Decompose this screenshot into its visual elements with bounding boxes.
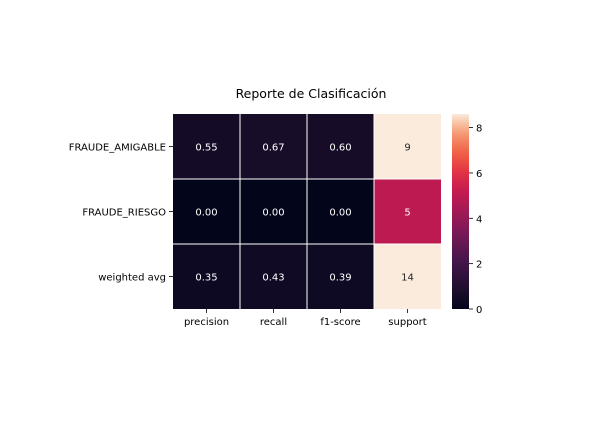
cell-value-label-r2-c2: 0.39 <box>329 273 351 284</box>
heatmap-cell-r2-c3 <box>374 244 441 309</box>
cell-value-label-r0-c2: 0.60 <box>329 143 351 154</box>
cell-value-label-r1-c0: 0.00 <box>195 208 217 219</box>
colorbar-tick-label-4: 8 <box>476 124 482 135</box>
heatmap-cell-r0-c1 <box>240 114 307 179</box>
heatmap-cell-r1-c2 <box>307 179 374 244</box>
cell-value-label-r1-c1: 0.00 <box>262 208 284 219</box>
heatmap-cell-r2-c1 <box>240 244 307 309</box>
heatmap-cell-r1-c3 <box>374 179 441 244</box>
column-label-2: f1-score <box>320 317 360 328</box>
column-label-0: precision <box>184 317 229 328</box>
cell-value-label-r1-c3: 5 <box>404 208 410 219</box>
colorbar-tick-label-0: 0 <box>476 305 482 316</box>
cell-value-label-r2-c1: 0.43 <box>262 273 284 284</box>
colorbar-tick-label-2: 4 <box>476 214 482 225</box>
heatmap-cell-r0-c2 <box>307 114 374 179</box>
cell-value-label-r2-c3: 14 <box>401 273 414 284</box>
heatmap-cell-r1-c0 <box>173 179 240 244</box>
column-label-1: recall <box>260 317 287 328</box>
colorbar-tick-label-1: 2 <box>476 260 482 271</box>
colorbar: 0 2 4 6 8 <box>452 114 482 316</box>
colorbar-gradient <box>452 114 469 309</box>
chart-title: Reporte de Clasificación <box>236 86 387 101</box>
heatmap-cell-r2-c0 <box>173 244 240 309</box>
column-label-3: support <box>388 317 426 328</box>
heatmap-cell-r0-c0 <box>173 114 240 179</box>
heatmap-cell-r2-c2 <box>307 244 374 309</box>
colorbar-tick-label-3: 6 <box>476 169 482 180</box>
heatmap-cells: 0.55 0.67 0.60 9 0.00 0.00 0.00 5 0.35 0.43 0.39 14 <box>173 114 441 309</box>
heatmap-cell-r0-c3 <box>374 114 441 179</box>
heatmap-cell-r1-c1 <box>240 179 307 244</box>
cell-value-label-r0-c3: 9 <box>404 143 410 154</box>
row-label-2: weighted avg <box>98 273 166 284</box>
cell-value-label-r0-c0: 0.55 <box>195 143 217 154</box>
row-label-1: FRAUDE_RIESGO <box>82 208 166 219</box>
cell-value-label-r0-c1: 0.67 <box>262 143 284 154</box>
row-label-0: FRAUDE_AMIGABLE <box>69 143 166 154</box>
cell-value-label-r1-c2: 0.00 <box>329 208 351 219</box>
heatmap-axis-labels: FRAUDE_AMIGABLE FRAUDE_RIESGO weighted avg… <box>69 143 427 329</box>
cell-value-label-r2-c0: 0.35 <box>195 273 217 284</box>
